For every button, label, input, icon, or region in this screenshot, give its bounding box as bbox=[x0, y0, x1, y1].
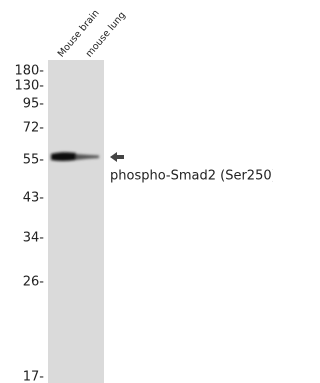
marker-label: 130- bbox=[14, 79, 44, 94]
gel-membrane bbox=[48, 60, 104, 383]
western-blot: phospho-Smad2 (Ser250) 180-130- 95- 72- 55-… bbox=[0, 0, 273, 383]
marker-label: 180- bbox=[14, 64, 44, 79]
marker-label: 55- bbox=[23, 153, 45, 168]
marker-label: 26- bbox=[23, 275, 45, 290]
band-label: phospho-Smad2 (Ser250) bbox=[110, 169, 273, 184]
band-arrow bbox=[110, 152, 124, 162]
band-lane-1 bbox=[51, 152, 76, 161]
marker-label: 95- bbox=[23, 97, 45, 112]
marker-label: 34- bbox=[23, 231, 45, 246]
marker-label: 17- bbox=[23, 370, 45, 383]
marker-label: 72- bbox=[23, 121, 45, 136]
marker-label: 43- bbox=[23, 191, 45, 206]
